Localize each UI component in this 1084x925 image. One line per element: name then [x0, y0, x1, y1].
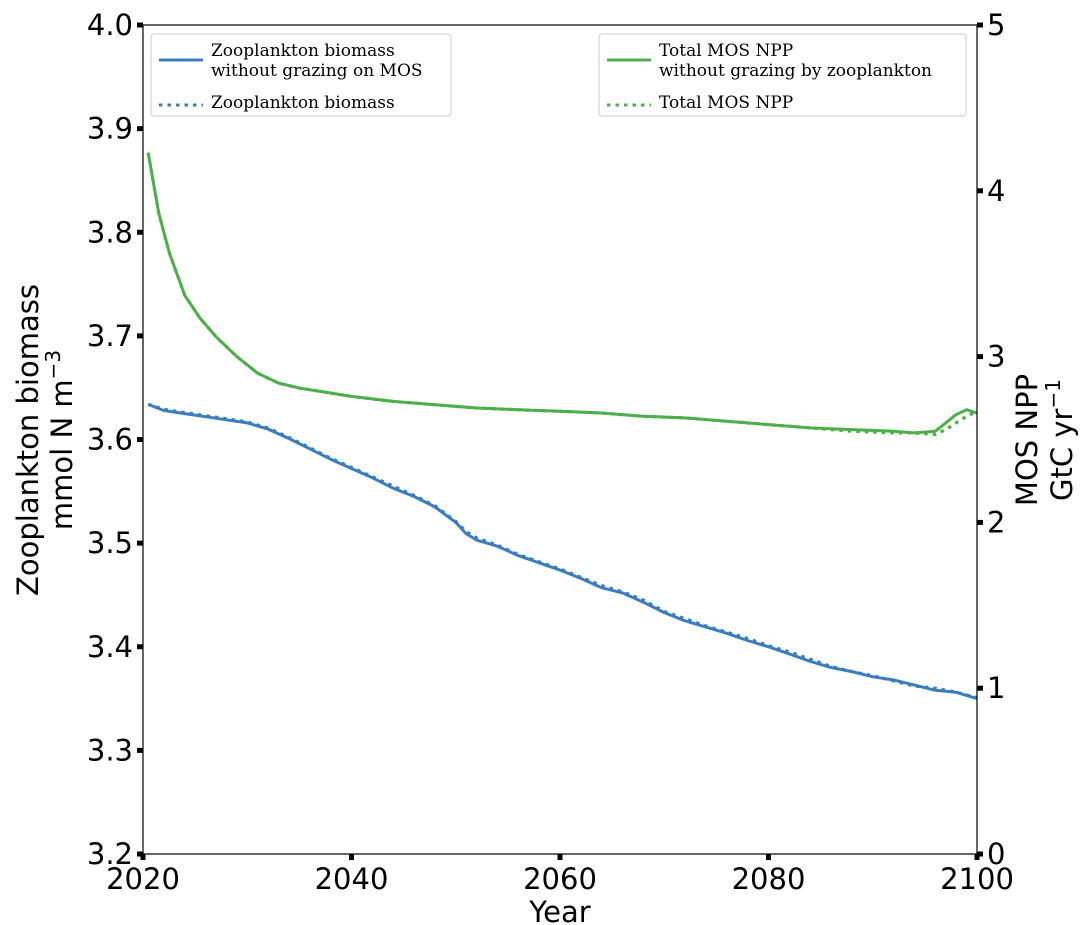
right-y-tick-label: 0 [987, 837, 1005, 871]
left-y-axis-unit: mmol N m [45, 379, 79, 530]
right-y-tick-label: 2 [987, 505, 1005, 539]
left-y-tick-label: 3.8 [87, 215, 133, 249]
legend-box [150, 33, 452, 117]
right-y-tick-label: 1 [987, 671, 1005, 705]
left-y-tick-label: 3.4 [87, 630, 133, 664]
legend-label: Total MOS NPP [659, 93, 793, 113]
right-y-tick-label: 3 [987, 340, 1005, 374]
legend-label: Zooplankton biomass [211, 41, 395, 61]
series-line-0 [147, 402, 978, 701]
x-tick-label: 2020 [106, 862, 180, 896]
series-line-3 [146, 152, 978, 437]
x-tick-label: 2100 [940, 862, 1014, 896]
right-y-tick-label: 4 [987, 174, 1005, 208]
right-y-tick-label: 5 [987, 8, 1005, 42]
x-axis: 2020 2040 2060 2080 2100 [106, 854, 1014, 896]
legend-label: without grazing by zooplankton [659, 61, 932, 81]
left-y-tick-label: 3.2 [87, 837, 133, 871]
legend-label: Zooplankton biomass [211, 93, 395, 113]
series-line-1 [147, 402, 978, 700]
left-y-axis-title-line2: mmol N m−3 [41, 350, 79, 530]
right-y-axis-title-line1: MOS NPP [1010, 374, 1044, 506]
left-y-tick-label: 3.9 [87, 112, 133, 146]
series-layer [146, 152, 978, 701]
right-y-axis-title-line2: GtC yr−1 [1041, 379, 1079, 501]
left-y-tick-label: 3.3 [87, 733, 133, 767]
legend-box [598, 33, 967, 117]
left-y-axis: 3.2 3.3 3.4 3.5 3.6 3.7 3.8 3.9 4.0 [87, 8, 143, 871]
left-y-axis-title-line1: Zooplankton biomass [11, 284, 45, 596]
right-y-axis-unit-exponent: −1 [1041, 379, 1065, 408]
plot-frame [142, 24, 978, 855]
legend-label: Total MOS NPP [659, 41, 793, 61]
x-tick-label: 2080 [732, 862, 806, 896]
legend-label: without grazing on MOS [211, 61, 423, 81]
x-axis-title: Year [528, 895, 590, 925]
right-y-axis: 0 1 2 3 4 5 [977, 8, 1005, 871]
left-y-tick-label: 3.6 [87, 423, 133, 457]
left-y-tick-label: 3.7 [87, 319, 133, 353]
x-tick-label: 2040 [315, 862, 389, 896]
left-y-tick-label: 3.5 [87, 526, 133, 560]
left-y-tick-label: 4.0 [87, 8, 133, 42]
right-y-axis-unit: GtC yr [1045, 408, 1079, 500]
x-tick-label: 2060 [523, 862, 597, 896]
left-y-axis-unit-exponent: −3 [41, 350, 65, 379]
series-line-2 [146, 152, 978, 435]
